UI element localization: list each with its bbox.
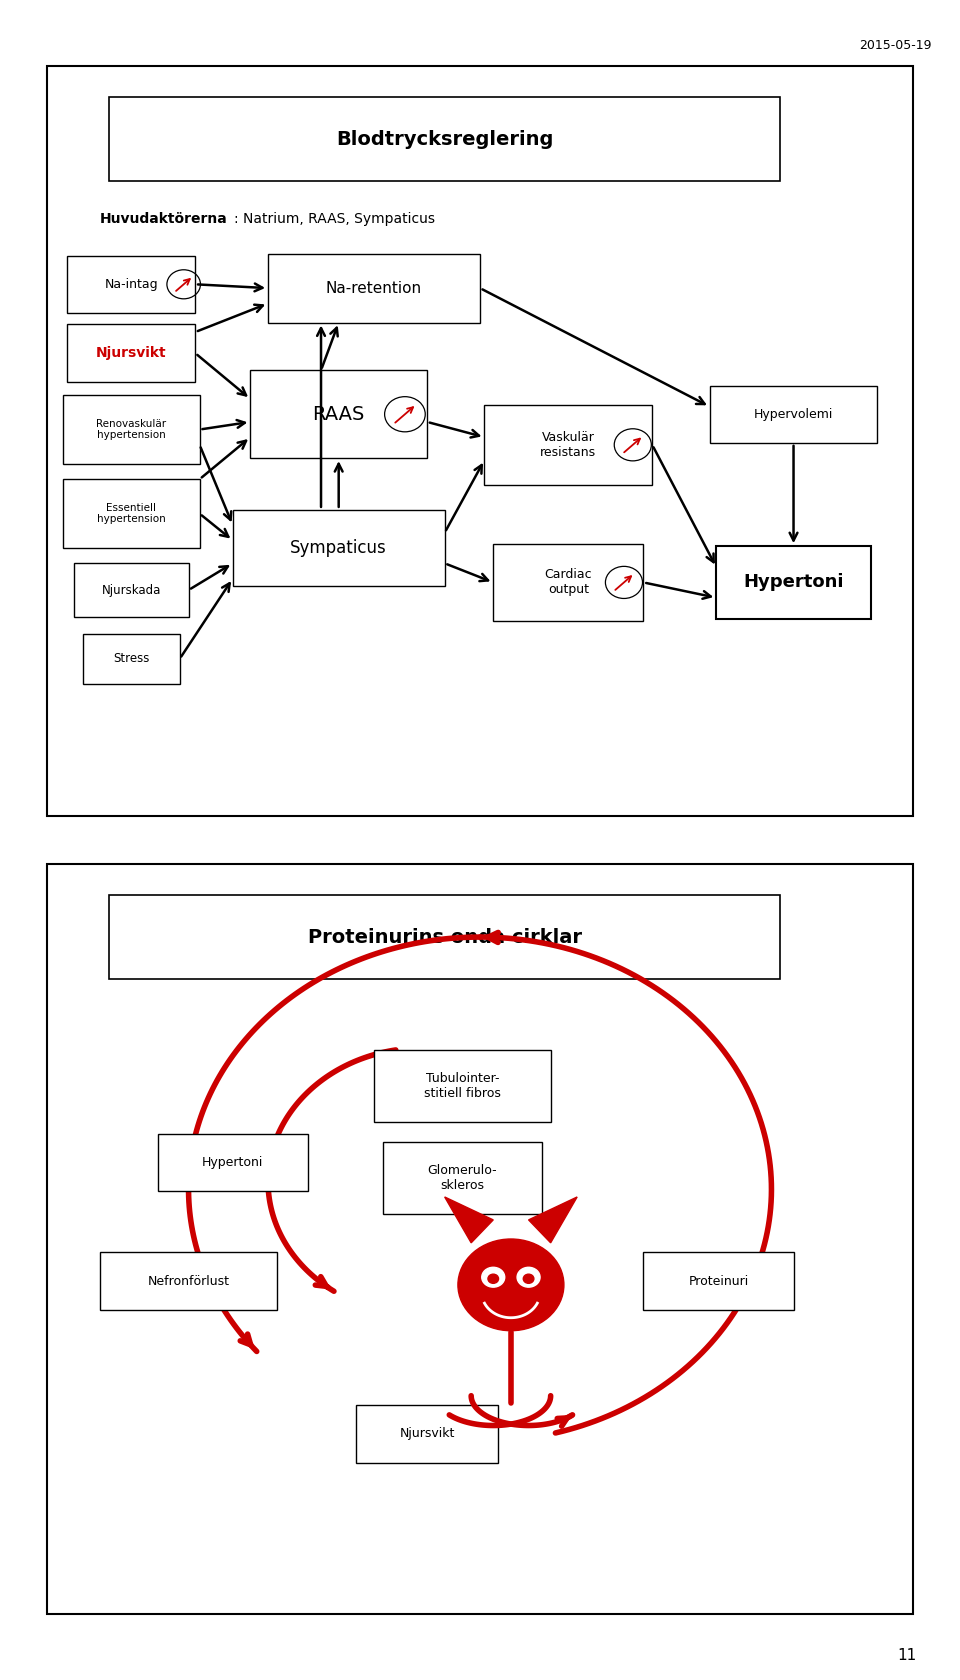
FancyBboxPatch shape (157, 1134, 308, 1191)
FancyBboxPatch shape (74, 563, 188, 617)
Text: : Natrium, RAAS, Sympaticus: : Natrium, RAAS, Sympaticus (234, 212, 436, 227)
Text: Njursvikt: Njursvikt (399, 1428, 455, 1440)
Text: Glomerulo-
skleros: Glomerulo- skleros (427, 1164, 497, 1191)
FancyBboxPatch shape (716, 546, 871, 618)
FancyBboxPatch shape (374, 1050, 551, 1122)
FancyBboxPatch shape (62, 479, 200, 548)
Text: Hypertoni: Hypertoni (202, 1156, 263, 1169)
Text: Vaskulär
resistans: Vaskulär resistans (540, 430, 596, 459)
Text: RAAS: RAAS (313, 405, 365, 423)
Text: 11: 11 (898, 1648, 917, 1663)
FancyBboxPatch shape (109, 97, 780, 181)
FancyBboxPatch shape (47, 67, 913, 815)
Text: Tubulointer-
stitiell fibros: Tubulointer- stitiell fibros (424, 1072, 501, 1100)
Text: Njurskada: Njurskada (102, 583, 161, 596)
Text: Hypervolemi: Hypervolemi (754, 408, 833, 420)
Text: Essentiell
hypertension: Essentiell hypertension (97, 502, 165, 524)
FancyBboxPatch shape (643, 1252, 794, 1310)
Circle shape (458, 1240, 564, 1331)
FancyBboxPatch shape (251, 370, 427, 459)
Text: Na-retention: Na-retention (326, 281, 422, 296)
Text: Stress: Stress (113, 652, 150, 665)
FancyBboxPatch shape (83, 633, 180, 684)
Text: Cardiac
output: Cardiac output (544, 568, 592, 596)
Text: Proteinurins onda cirklar: Proteinurins onda cirklar (307, 927, 582, 946)
Text: Sympaticus: Sympaticus (290, 539, 387, 558)
FancyBboxPatch shape (493, 544, 643, 620)
FancyBboxPatch shape (485, 405, 652, 486)
Text: Proteinuri: Proteinuri (688, 1275, 749, 1287)
FancyBboxPatch shape (268, 254, 480, 323)
FancyBboxPatch shape (47, 865, 913, 1613)
FancyBboxPatch shape (67, 324, 195, 381)
Polygon shape (444, 1196, 493, 1243)
FancyBboxPatch shape (67, 255, 195, 312)
Polygon shape (529, 1196, 577, 1243)
Circle shape (482, 1267, 505, 1287)
FancyBboxPatch shape (356, 1404, 497, 1463)
Circle shape (517, 1267, 540, 1287)
FancyBboxPatch shape (383, 1141, 541, 1215)
Text: 2015-05-19: 2015-05-19 (859, 39, 932, 52)
Text: Njursvikt: Njursvikt (96, 346, 166, 360)
Text: Na-intag: Na-intag (105, 277, 158, 291)
Text: Nefronförlust: Nefronförlust (148, 1275, 229, 1287)
Circle shape (523, 1273, 534, 1284)
Text: Hypertoni: Hypertoni (743, 573, 844, 591)
Circle shape (488, 1273, 498, 1284)
FancyBboxPatch shape (709, 386, 877, 444)
Text: Renovaskulär
hypertension: Renovaskulär hypertension (96, 418, 166, 440)
Text: Blodtrycksreglering: Blodtrycksreglering (336, 129, 553, 148)
FancyBboxPatch shape (232, 509, 444, 586)
FancyBboxPatch shape (100, 1252, 276, 1310)
Text: Huvudaktörerna: Huvudaktörerna (100, 212, 228, 227)
FancyBboxPatch shape (62, 395, 200, 464)
FancyBboxPatch shape (109, 895, 780, 979)
